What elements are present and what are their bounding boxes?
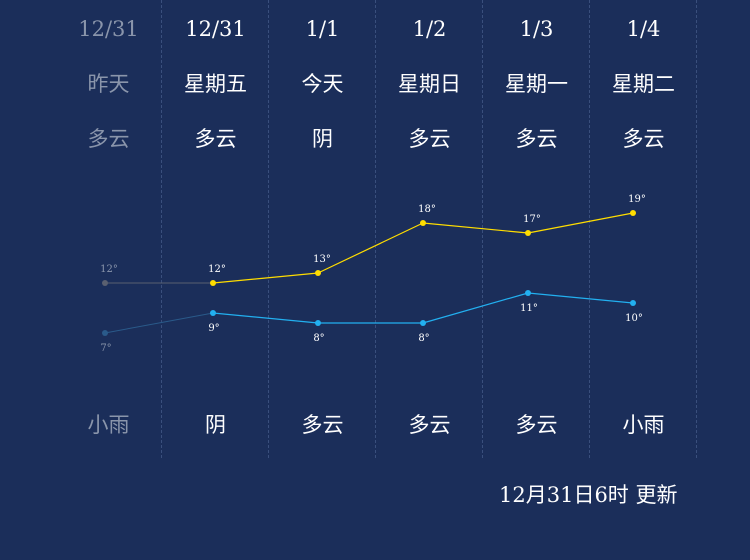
day-weather: 多云 xyxy=(87,127,130,151)
update-time: 12月31日6时 更新 xyxy=(499,483,678,507)
day-column-sunday: 1/2 星期日 多云 多云 xyxy=(376,0,483,460)
night-weather: 多云 xyxy=(301,413,344,437)
day-column-today: 1/1 今天 阴 多云 xyxy=(269,0,376,460)
day-date: 12/31 xyxy=(185,17,246,41)
day-name: 今天 xyxy=(301,72,344,96)
day-name: 星期二 xyxy=(612,72,675,96)
night-weather: 多云 xyxy=(515,413,558,437)
day-date: 12/31 xyxy=(78,17,139,41)
day-date: 1/4 xyxy=(626,17,661,41)
day-name: 星期五 xyxy=(184,72,247,96)
day-weather: 多云 xyxy=(622,127,665,151)
night-weather: 小雨 xyxy=(622,413,665,437)
day-weather: 多云 xyxy=(194,127,237,151)
day-name: 星期日 xyxy=(398,72,461,96)
night-weather: 阴 xyxy=(205,413,226,437)
night-weather: 小雨 xyxy=(87,413,130,437)
day-weather: 多云 xyxy=(515,127,558,151)
day-column-friday: 12/31 星期五 多云 阴 xyxy=(162,0,269,460)
day-column-yesterday: 12/31 昨天 多云 小雨 xyxy=(55,0,162,460)
forecast-grid: 12/31 昨天 多云 小雨 12/31 星期五 多云 阴 1/1 今天 阴 多… xyxy=(55,0,697,460)
day-date: 1/2 xyxy=(412,17,447,41)
day-date: 1/3 xyxy=(519,17,554,41)
day-weather: 阴 xyxy=(312,127,333,151)
day-name: 星期一 xyxy=(505,72,568,96)
day-weather: 多云 xyxy=(408,127,451,151)
day-date: 1/1 xyxy=(305,17,340,41)
day-column-tuesday: 1/4 星期二 多云 小雨 xyxy=(590,0,697,460)
day-column-monday: 1/3 星期一 多云 多云 xyxy=(483,0,590,460)
night-weather: 多云 xyxy=(408,413,451,437)
day-name: 昨天 xyxy=(87,72,130,96)
